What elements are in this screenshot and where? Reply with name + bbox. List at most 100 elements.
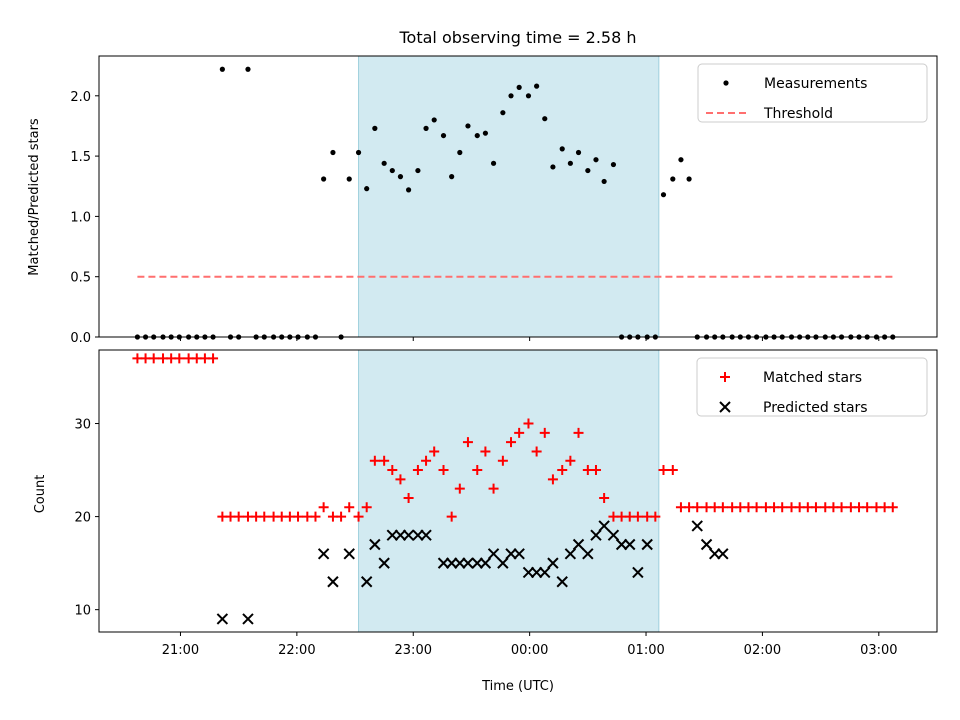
legend: Matched stars Predicted stars xyxy=(696,357,928,417)
x-tick-label: 03:00 xyxy=(860,643,897,658)
matched-star-point xyxy=(310,511,321,522)
matched-star-point xyxy=(887,502,898,513)
measurement-point xyxy=(660,192,667,198)
measurement-point xyxy=(550,164,556,170)
y-tick-label: 0.0 xyxy=(70,331,91,346)
predicted-star-point xyxy=(607,529,620,541)
matched-star-point xyxy=(379,455,390,466)
x-tick-label: 00:00 xyxy=(511,643,548,658)
measurement-point xyxy=(601,178,607,185)
measurement-point xyxy=(364,186,370,192)
measurement-point xyxy=(431,117,437,123)
measurement-point xyxy=(346,176,352,182)
y-tick-label: 1.0 xyxy=(70,210,91,225)
measurement-point xyxy=(245,66,251,72)
y-tick-label: 30 xyxy=(74,418,91,433)
matched-star-point xyxy=(862,502,873,513)
matched-star-point xyxy=(480,446,491,457)
measurement-point xyxy=(670,176,676,182)
predicted-star-point xyxy=(513,548,525,560)
matched-star-point xyxy=(506,437,517,448)
matched-star-point xyxy=(810,502,821,513)
measurement-point xyxy=(389,167,395,174)
x-tick-label: 21:00 xyxy=(162,643,199,658)
matched-star-point xyxy=(446,511,457,522)
measurement-point xyxy=(567,160,573,166)
legend-marker-measurements xyxy=(723,80,729,86)
measurement-point xyxy=(678,157,684,163)
predicted-star-point xyxy=(522,566,535,579)
predicted-star-point xyxy=(564,548,577,560)
matched-star-point xyxy=(336,511,347,522)
matched-star-point xyxy=(531,446,542,457)
measurement-point xyxy=(415,167,421,174)
matched-star-point xyxy=(353,511,364,522)
matched-star-point xyxy=(174,353,185,364)
measurement-point xyxy=(440,132,447,139)
predicted-star-point xyxy=(700,538,713,551)
matched-star-point xyxy=(233,511,244,522)
legend-label: Threshold xyxy=(763,106,833,122)
predicted-star-point xyxy=(412,529,424,541)
matched-star-point xyxy=(497,455,508,466)
predicted-star-point xyxy=(487,548,500,560)
y-tick-label: 2.0 xyxy=(70,90,91,105)
measurement-point xyxy=(474,132,480,139)
matched-star-point xyxy=(717,502,728,513)
chart-title: Total observing time = 2.58 h xyxy=(398,28,636,47)
matched-star-point xyxy=(208,353,219,364)
predicted-star-point xyxy=(378,557,390,569)
y-tick-label: 10 xyxy=(74,604,91,619)
predicted-star-point xyxy=(582,548,594,560)
matched-star-point xyxy=(148,353,159,364)
measurement-point xyxy=(508,93,514,99)
matched-star-point xyxy=(395,474,406,485)
measurement-point xyxy=(686,176,692,182)
x-axis-label: Time (UTC) xyxy=(481,679,554,694)
measurement-point xyxy=(372,125,378,131)
x-tick-label: 01:00 xyxy=(627,643,664,658)
axes-frame xyxy=(98,55,938,338)
predicted-star-point xyxy=(708,548,721,560)
matched-star-point xyxy=(318,502,329,513)
predicted-star-point xyxy=(394,529,407,541)
matched-star-point xyxy=(751,502,762,513)
legend-box xyxy=(697,63,928,123)
measurement-point xyxy=(534,83,540,89)
measurement-point xyxy=(355,149,362,156)
legend-label: Matched stars xyxy=(763,370,862,386)
predicted-star-point xyxy=(317,548,330,560)
matched-star-point xyxy=(667,465,678,476)
predicted-star-point xyxy=(471,557,483,569)
matched-star-point xyxy=(692,502,703,513)
axes-frame xyxy=(98,349,938,633)
measurement-point xyxy=(457,149,463,156)
measurement-point xyxy=(397,174,404,180)
measurement-point xyxy=(490,160,497,166)
observing-span xyxy=(358,55,660,338)
predicted-star-point xyxy=(590,529,602,541)
bottom-y-axis-label: Count xyxy=(33,475,48,514)
matched-star-point xyxy=(344,502,355,513)
predicted-star-point xyxy=(420,529,432,541)
measurement-point xyxy=(381,160,387,166)
predicted-star-point xyxy=(615,538,628,551)
predicted-star-point xyxy=(360,576,373,588)
measurement-point xyxy=(575,149,582,156)
matched-star-point xyxy=(259,511,270,522)
predicted-star-point xyxy=(530,566,543,579)
matched-star-point xyxy=(658,465,669,476)
matched-star-point xyxy=(573,427,584,438)
x-tick-label: 23:00 xyxy=(395,643,432,658)
measurement-point xyxy=(465,123,471,129)
measurement-point xyxy=(585,167,591,174)
measurement-point xyxy=(542,116,548,122)
matched-star-point xyxy=(514,427,525,438)
matched-star-point xyxy=(590,465,601,476)
predicted-star-point xyxy=(717,548,729,560)
measurement-point xyxy=(500,110,506,116)
predicted-star-point xyxy=(572,538,585,551)
matched-star-point xyxy=(454,483,465,494)
matched-star-point xyxy=(547,474,558,485)
